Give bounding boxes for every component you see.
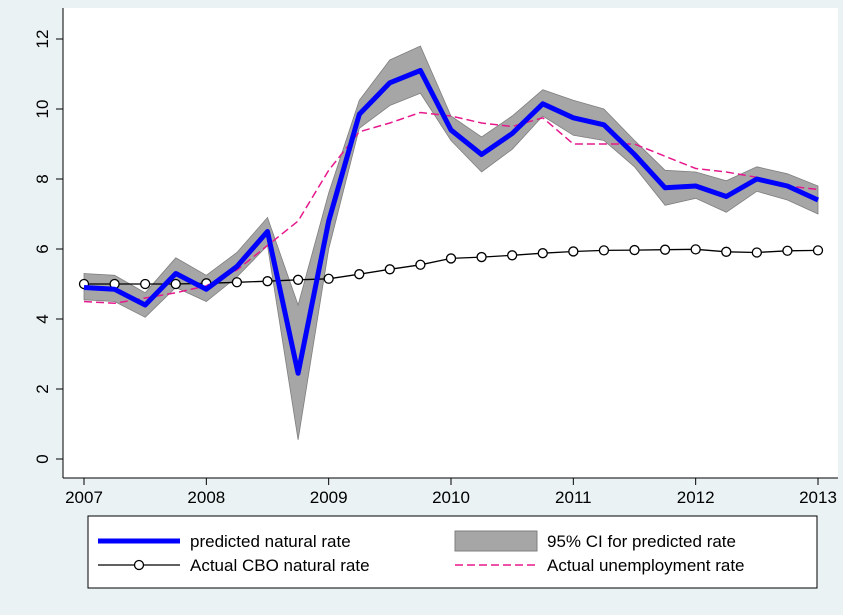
- marker: [262, 276, 273, 287]
- legend-label: predicted natural rate: [190, 532, 351, 551]
- marker: [598, 245, 610, 256]
- legend-label: Actual CBO natural rate: [190, 556, 370, 575]
- marker: [384, 264, 395, 275]
- x-tick-label: 2012: [677, 488, 715, 507]
- y-tick-label: 4: [33, 314, 52, 323]
- line: [83, 111, 819, 305]
- y-tick-label: 0: [33, 454, 52, 463]
- x-tick-label: 2010: [432, 488, 470, 507]
- marker: [140, 278, 151, 290]
- marker: [415, 259, 426, 270]
- marker: [231, 277, 243, 288]
- marker: [751, 247, 762, 258]
- legend: [87, 515, 818, 589]
- legend-label: 95% CI for predicted rate: [547, 532, 736, 551]
- marker: [812, 245, 824, 256]
- x-tick-label: 2011: [555, 488, 592, 507]
- marker: [690, 244, 701, 255]
- plot-area: [63, 8, 838, 478]
- marker: [721, 246, 732, 257]
- y-tick-label: 8: [33, 174, 52, 183]
- marker: [507, 250, 518, 261]
- marker: [170, 278, 181, 290]
- marker: [354, 269, 365, 280]
- x-tick-label: 2013: [799, 488, 837, 507]
- y-tick-label: 2: [33, 384, 52, 393]
- marker: [629, 244, 640, 256]
- marker: [568, 246, 579, 257]
- legend-key: [133, 559, 145, 571]
- x-tick-label: 2008: [187, 488, 225, 507]
- x-tick-label: 2007: [65, 488, 103, 507]
- marker: [537, 248, 548, 259]
- ci-band: [83, 45, 819, 440]
- line: [83, 68, 820, 376]
- y-tick-label: 12: [33, 30, 52, 49]
- marker: [476, 251, 487, 263]
- marker: [323, 273, 334, 284]
- x-tick-label: 2009: [310, 488, 348, 507]
- legend-label: Actual unemployment rate: [547, 556, 745, 575]
- marker: [292, 274, 304, 285]
- marker: [782, 245, 793, 256]
- y-tick-label: 10: [33, 100, 52, 119]
- marker: [445, 253, 457, 264]
- marker: [659, 244, 671, 255]
- y-tick-label: 6: [33, 244, 52, 253]
- legend-key: [454, 530, 538, 552]
